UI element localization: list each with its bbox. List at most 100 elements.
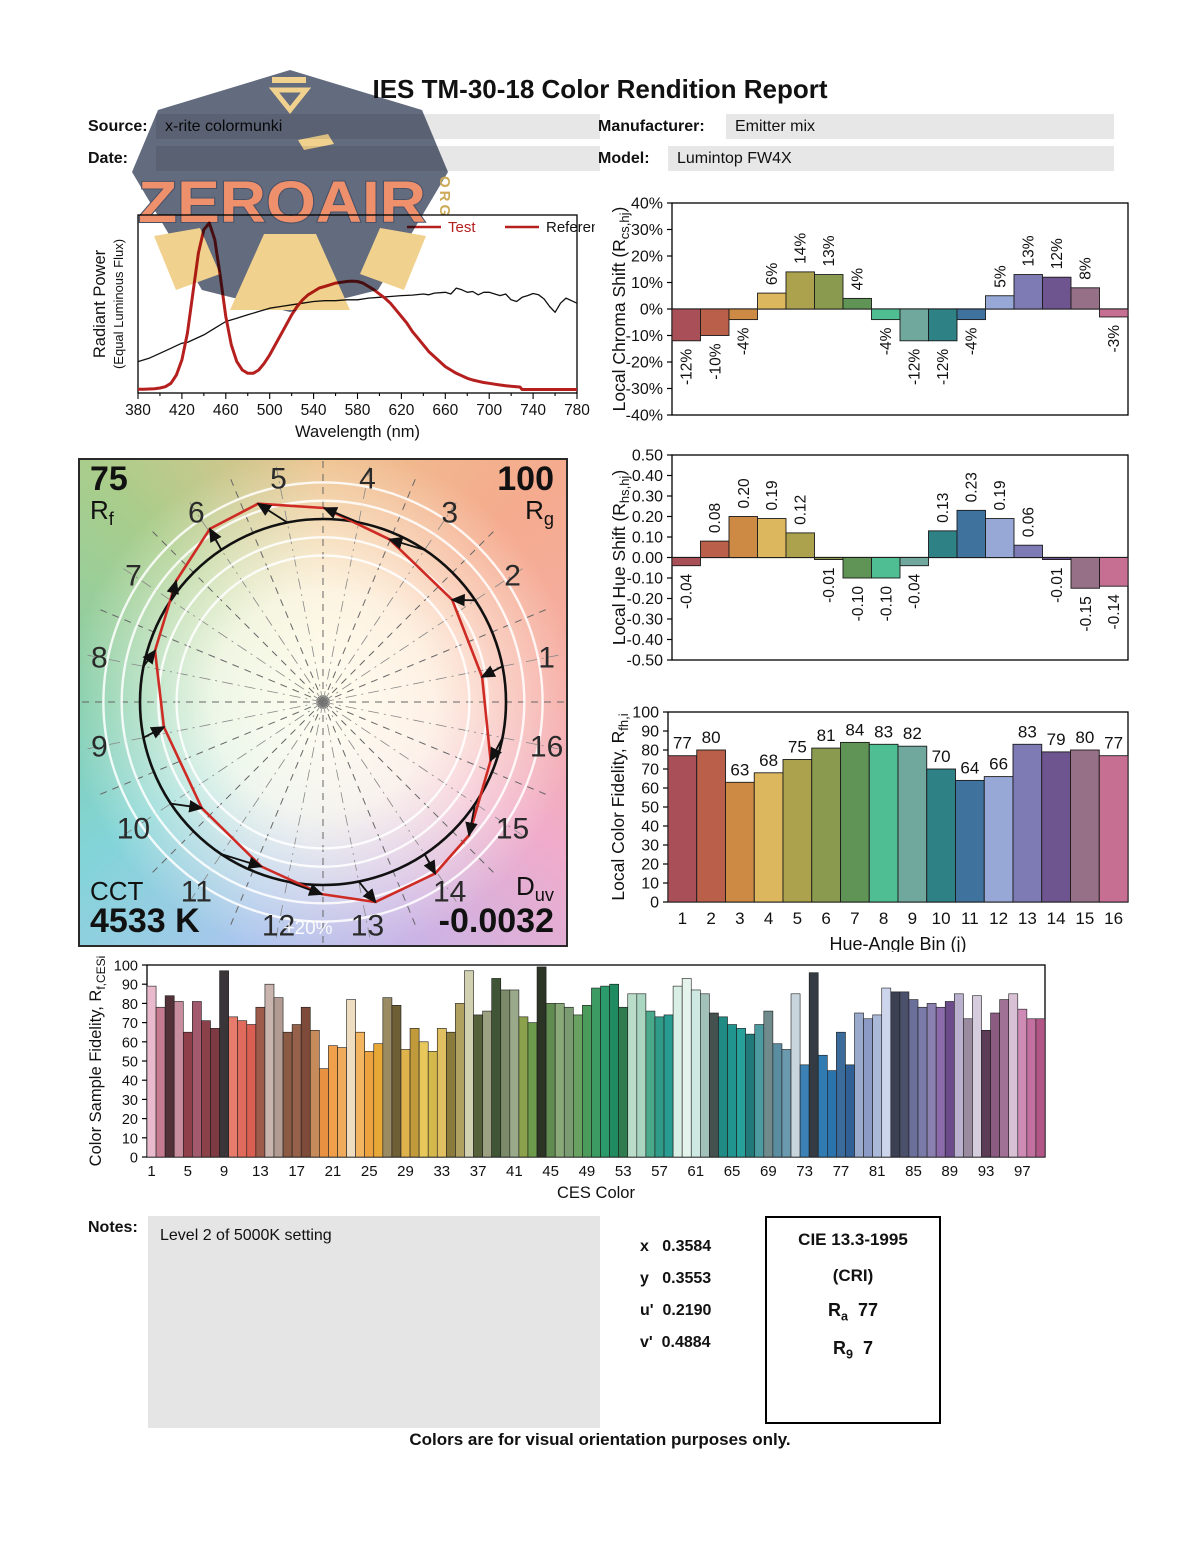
bar-label: -12% xyxy=(935,349,952,385)
shift-arrow xyxy=(423,853,437,876)
bar xyxy=(300,1006,311,1158)
y-tick-label: 40 xyxy=(641,819,659,836)
y-tick-label: 40 xyxy=(122,1074,138,1090)
bin-boundary-line xyxy=(98,608,324,703)
logo-wordmark-suffix: ORG xyxy=(436,176,453,219)
bar-label: 81 xyxy=(817,726,836,745)
bar xyxy=(897,745,928,903)
x-tick-label: 620 xyxy=(388,402,414,419)
bar xyxy=(509,989,520,1158)
chromaticity-v: v' 0.4884 xyxy=(640,1334,711,1351)
bar xyxy=(871,557,901,579)
series-reference xyxy=(137,287,578,363)
y-tick-label: 20 xyxy=(641,857,659,874)
y-tick-label: -0.30 xyxy=(627,612,664,629)
bar xyxy=(709,1012,719,1158)
y-tick-label: 30 xyxy=(641,838,659,855)
bar xyxy=(527,1022,538,1158)
bar xyxy=(1041,751,1071,903)
bar-label: 0.19 xyxy=(992,480,1009,510)
bar xyxy=(291,1024,302,1158)
bar xyxy=(972,995,982,1158)
bar xyxy=(246,1024,257,1158)
bar xyxy=(781,1049,792,1158)
bar xyxy=(757,518,787,558)
bar xyxy=(654,1016,665,1158)
bar xyxy=(727,1024,737,1158)
y-tick-label: 70 xyxy=(122,1016,138,1032)
bin-center-line xyxy=(322,654,559,703)
y-tick-label: 0.20 xyxy=(632,509,663,526)
bar xyxy=(346,999,356,1158)
x-tick-label: 73 xyxy=(796,1163,813,1180)
bar xyxy=(210,1028,220,1158)
bar xyxy=(482,1010,492,1158)
x-tick-label: 65 xyxy=(724,1163,741,1180)
bar xyxy=(845,1064,855,1158)
y-tick-label: -0.20 xyxy=(627,591,664,608)
y-tick-label: -0.50 xyxy=(627,653,664,670)
bar xyxy=(337,1047,347,1158)
bar xyxy=(609,983,619,1158)
chromaticity-x: x 0.3584 xyxy=(640,1238,712,1255)
bar xyxy=(728,308,758,321)
x-tick-label: 49 xyxy=(579,1163,596,1180)
bar xyxy=(817,1054,828,1158)
bar xyxy=(355,1031,365,1158)
bar-label: 77 xyxy=(673,734,692,753)
x-tick-label: 57 xyxy=(651,1163,668,1180)
x-tick-label: 15 xyxy=(1075,909,1094,928)
bar xyxy=(836,1031,846,1158)
bar-label: -0.04 xyxy=(679,573,696,609)
bar xyxy=(319,1068,329,1158)
y-tick-label: 30% xyxy=(631,222,663,239)
bar xyxy=(164,995,175,1158)
y-tick-label: 0 xyxy=(130,1151,138,1167)
bin-boundary-line xyxy=(229,477,324,703)
x-tick-label: 93 xyxy=(978,1163,995,1180)
bin-number: 3 xyxy=(441,496,458,529)
bar xyxy=(757,292,787,310)
guide-ring xyxy=(157,536,489,868)
bar xyxy=(418,1041,429,1158)
y-tick-label: -30% xyxy=(626,381,663,398)
x-tick-label: 700 xyxy=(476,402,502,419)
x-tick-label: 21 xyxy=(325,1163,342,1180)
bar xyxy=(890,991,901,1158)
x-tick-label: 89 xyxy=(941,1163,958,1180)
shift-arrow xyxy=(322,507,360,524)
bar xyxy=(1026,1018,1037,1158)
logo-beam-slash xyxy=(298,134,334,150)
y-tick-label: -20% xyxy=(626,355,663,372)
bar xyxy=(728,516,758,558)
bar xyxy=(999,999,1010,1158)
bar xyxy=(309,1029,320,1158)
cri-subtitle: (CRI) xyxy=(832,1266,874,1285)
bin-boundary-line xyxy=(98,701,324,796)
bar xyxy=(255,1006,266,1158)
bar xyxy=(464,970,474,1158)
bar xyxy=(328,1045,338,1158)
x-tick-label: 12 xyxy=(989,909,1008,928)
x-tick-label: 11 xyxy=(961,909,979,928)
bar xyxy=(667,755,698,903)
bar xyxy=(671,557,701,567)
bin-boundary-line xyxy=(322,701,417,927)
shift-arrow xyxy=(358,880,377,904)
y-tick-label: 70 xyxy=(641,762,659,779)
bar-label: 79 xyxy=(1047,730,1066,749)
bar xyxy=(753,772,784,903)
y-tick-label: 100 xyxy=(632,705,659,722)
bar xyxy=(618,1006,629,1158)
guide-ring xyxy=(175,554,471,850)
shift-arrow xyxy=(208,527,223,551)
bar xyxy=(1042,276,1072,310)
bar-label: 68 xyxy=(759,751,778,770)
bar xyxy=(1013,274,1043,310)
bar xyxy=(928,308,958,342)
bar xyxy=(840,741,870,903)
shift-arrow xyxy=(256,502,288,524)
shift-arrow xyxy=(170,800,204,813)
bar xyxy=(627,993,638,1158)
